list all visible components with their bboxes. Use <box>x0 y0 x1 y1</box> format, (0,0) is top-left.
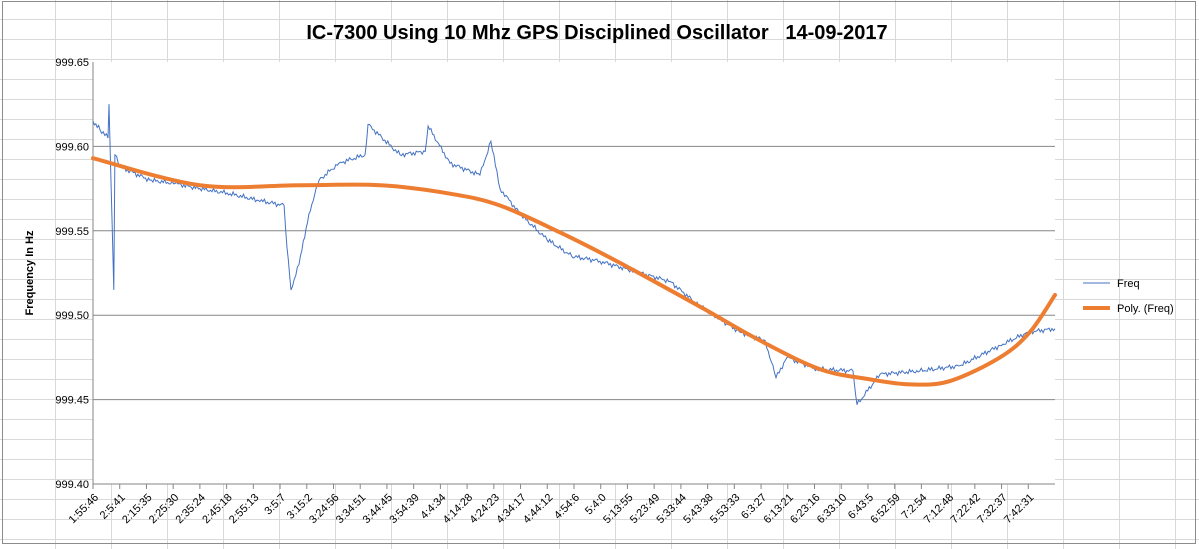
y-tick-label: 999.65 <box>55 57 89 69</box>
legend-poly-label: Poly. (Freq) <box>1117 303 1174 315</box>
x-tick-label: 4:54:6 <box>552 492 582 522</box>
plot-area <box>93 62 1055 484</box>
x-tick-label: 6:33:10 <box>815 492 849 526</box>
y-tick-label: 999.55 <box>55 226 89 238</box>
x-tick-label: 3:54:39 <box>387 492 421 526</box>
legend-freq-label: Freq <box>1117 278 1140 290</box>
series-freq-line <box>92 104 1056 405</box>
x-tick-label: 1:55:46 <box>67 492 101 526</box>
y-tick-label: 999.45 <box>55 395 89 407</box>
y-axis-label: Frequency In Hz <box>24 230 36 315</box>
x-tick-label: 5:53:33 <box>708 492 742 526</box>
x-tick-label: 2:55:13 <box>227 492 261 526</box>
y-tick-label: 999.50 <box>55 310 89 322</box>
chart-title: IC-7300 Using 10 Mhz GPS Disciplined Osc… <box>306 22 887 44</box>
y-tick-label: 999.40 <box>55 479 89 491</box>
x-tick-label: 6:52:59 <box>868 492 902 526</box>
y-tick-label: 999.60 <box>55 141 89 153</box>
x-tick-label: 4:44:12 <box>521 492 555 526</box>
series-poly-trendline <box>91 156 1057 387</box>
x-tick-label: 7:42:31 <box>1002 492 1036 526</box>
